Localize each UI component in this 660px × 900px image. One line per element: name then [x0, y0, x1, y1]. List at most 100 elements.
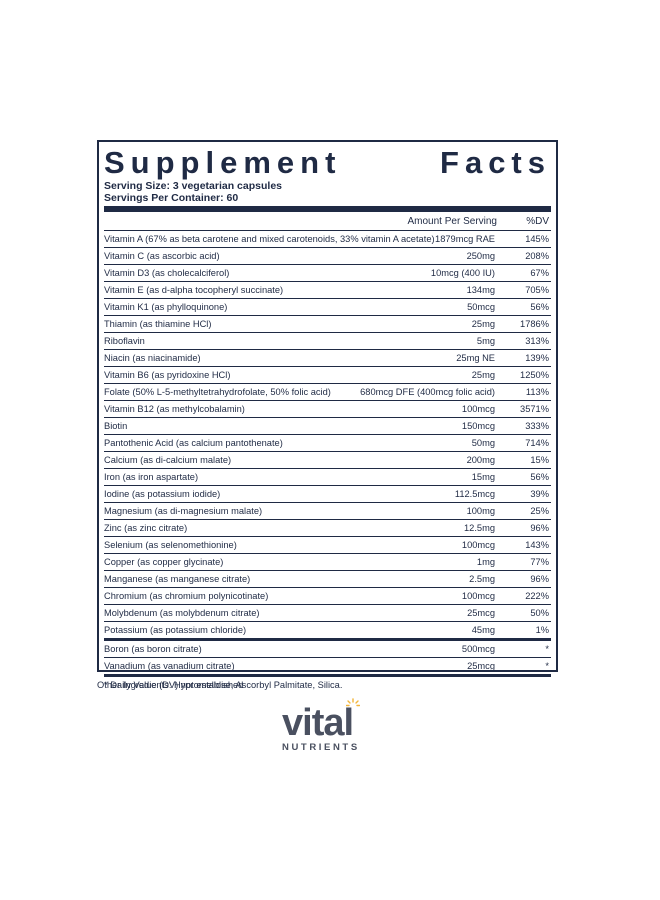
nutrient-amount: 150mcg [461, 421, 495, 431]
nutrient-name: Manganese (as manganese citrate) [104, 574, 251, 584]
nutrient-row: Riboflavin 5mg 313% [104, 333, 551, 350]
nutrient-amount: 50mg [471, 438, 495, 448]
nutrient-dv: * [545, 661, 549, 671]
nutrient-name: Vitamin B12 (as methylcobalamin) [104, 404, 245, 414]
nutrient-amount: 100mcg [461, 404, 495, 414]
nutrient-name: Zinc (as zinc citrate) [104, 523, 188, 533]
nutrient-amount: 1mg [476, 557, 495, 567]
nutrient-name: Vitamin C (as ascorbic acid) [104, 251, 220, 261]
nutrient-name: Boron (as boron citrate) [104, 644, 202, 654]
nutrient-name: Vitamin B6 (as pyridoxine HCl) [104, 370, 231, 380]
nutrient-dv: 1250% [520, 370, 549, 380]
nutrient-dv: 56% [530, 302, 549, 312]
nutrient-dv: * [545, 644, 549, 654]
column-header-row: Amount Per Serving %DV [104, 212, 551, 231]
nutrient-amount: 12.5mg [463, 523, 495, 533]
nutrient-name: Vitamin E (as d-alpha tocopheryl succina… [104, 285, 284, 295]
nutrient-row: Molybdenum (as molybdenum citrate) 25mcg 5… [104, 605, 551, 622]
nutrient-row: Calcium (as di-calcium malate) 200mg 15% [104, 452, 551, 469]
nutrient-amount: 25mg [471, 370, 495, 380]
nutrient-row: Vitamin B12 (as methylcobalamin) 100mcg 35… [104, 401, 551, 418]
nutrient-name: Folate (50% L-5-methyltetrahydrofolate, … [104, 387, 331, 397]
nutrient-name: Iodine (as potassium iodide) [104, 489, 221, 499]
nutrient-amount: 100mg [466, 506, 495, 516]
medium-divider [104, 638, 551, 641]
servings-per-container: Servings Per Container: 60 [104, 192, 239, 204]
nutrient-amount: 45mg [471, 625, 495, 635]
logo-subtitle: NUTRIENTS [282, 742, 360, 753]
nutrient-row: Selenium (as selenomethionine) 100mcg 143% [104, 537, 551, 554]
nutrient-name: Calcium (as di-calcium malate) [104, 455, 232, 465]
title-left: Supplement [104, 145, 342, 180]
nutrient-amount: 500mcg [461, 644, 495, 654]
nutrient-row: Thiamin (as thiamine HCl) 25mg 1786% [104, 316, 551, 333]
nutrient-row: Zinc (as zinc citrate) 12.5mg 96% [104, 520, 551, 537]
nutrient-row: Iodine (as potassium iodide) 112.5mcg 39% [104, 486, 551, 503]
nutrient-dv: 77% [530, 557, 549, 567]
nutrient-row: Folate (50% L-5-methyltetrahydrofolate, … [104, 384, 551, 401]
nutrient-dv: 1% [535, 625, 549, 635]
nutrient-dv: 143% [525, 540, 549, 550]
nutrient-name: Vitamin A (67% as beta carotene and mixe… [104, 234, 435, 244]
nutrient-amount: 25mg NE [456, 353, 495, 363]
nutrient-amount: 50mcg [467, 302, 495, 312]
nutrient-name: Niacin (as niacinamide) [104, 353, 201, 363]
nutrient-name: Pantothenic Acid (as calcium pantothenat… [104, 438, 283, 448]
nutrient-dv: 96% [530, 523, 549, 533]
nutrient-row: Boron (as boron citrate) 500mcg * [104, 641, 551, 658]
nutrient-name: Thiamin (as thiamine HCl) [104, 319, 212, 329]
nutrient-amount: 15mg [471, 472, 495, 482]
nutrient-row: Vitamin K1 (as phylloquinone) 50mcg 56% [104, 299, 551, 316]
nutrient-rows: Vitamin A (67% as beta carotene and mixe… [104, 231, 551, 638]
nutrient-dv: 333% [525, 421, 549, 431]
nutrient-name: Copper (as copper glycinate) [104, 557, 224, 567]
nutrient-name: Biotin [104, 421, 128, 431]
nutrient-amount: 100mcg [461, 591, 495, 601]
nutrient-name: Iron (as iron aspartate) [104, 472, 199, 482]
nutrient-row: Magnesium (as di-magnesium malate) 100mg 2… [104, 503, 551, 520]
nutrient-amount: 25mcg [467, 608, 495, 618]
nutrient-name: Vitamin D3 (as cholecalciferol) [104, 268, 230, 278]
nutrient-row: Pantothenic Acid (as calcium pantothenat… [104, 435, 551, 452]
nutrient-name: Molybdenum (as molybdenum citrate) [104, 608, 260, 618]
nutrient-name: Vanadium (as vanadium citrate) [104, 661, 235, 671]
nutrient-dv: 139% [525, 353, 549, 363]
nutrient-dv: 113% [525, 387, 549, 397]
nutrient-name: Magnesium (as di-magnesium malate) [104, 506, 263, 516]
nutrient-row: Iron (as iron aspartate) 15mg 56% [104, 469, 551, 486]
panel-title: Supplement Facts [104, 146, 551, 180]
nutrient-dv: 208% [525, 251, 549, 261]
nutrient-dv: 15% [530, 455, 549, 465]
nutrient-row: Niacin (as niacinamide) 25mg NE 139% [104, 350, 551, 367]
nutrient-amount: 10mcg (400 IU) [430, 268, 495, 278]
nutrient-amount: 680mcg DFE (400mcg folic acid) [360, 387, 495, 397]
nutrient-dv: 96% [530, 574, 549, 584]
extra-nutrient-rows: Boron (as boron citrate) 500mcg * Vanadium … [104, 641, 551, 674]
nutrient-row: Biotin 150mcg 333% [104, 418, 551, 435]
nutrient-name: Vitamin K1 (as phylloquinone) [104, 302, 228, 312]
sun-icon [346, 698, 360, 707]
brand-logo: vital NUTRIENTS [282, 698, 382, 764]
nutrient-name: Potassium (as potassium chloride) [104, 625, 247, 635]
nutrient-row: Potassium (as potassium chloride) 45mg 1% [104, 622, 551, 638]
nutrient-dv: 67% [530, 268, 549, 278]
footnote: * Daily Value (DV) not established [104, 680, 244, 690]
bottom-divider [104, 674, 551, 677]
serving-size: Serving Size: 3 vegetarian capsules [104, 180, 282, 192]
nutrient-amount: 25mg [471, 319, 495, 329]
nutrient-dv: 222% [525, 591, 549, 601]
logo-word: vital [282, 702, 354, 744]
nutrient-amount: 200mg [466, 455, 495, 465]
nutrient-row: Vitamin A (67% as beta carotene and mixe… [104, 231, 551, 248]
nutrient-dv: 705% [525, 285, 549, 295]
nutrient-row: Vitamin C (as ascorbic acid) 250mg 208% [104, 248, 551, 265]
nutrient-amount: 2.5mg [469, 574, 495, 584]
nutrient-name: Riboflavin [104, 336, 145, 346]
nutrient-dv: 145% [525, 234, 549, 244]
nutrient-amount: 112.5mcg [454, 489, 495, 499]
thick-divider [104, 206, 551, 212]
supplement-facts-panel: Supplement Facts Serving Size: 3 vegetar… [97, 140, 558, 690]
nutrient-dv: 50% [530, 608, 549, 618]
nutrient-row: Manganese (as manganese citrate) 2.5mg 96% [104, 571, 551, 588]
nutrient-row: Copper (as copper glycinate) 1mg 77% [104, 554, 551, 571]
